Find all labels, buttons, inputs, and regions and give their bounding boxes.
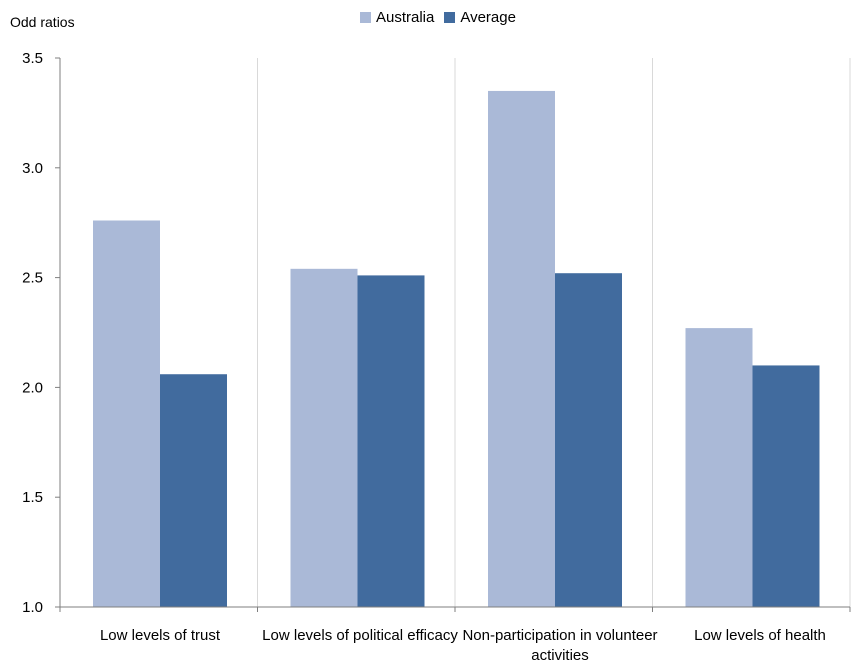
category-label-volunteer-text: Non-participation in volunteer activitie… — [462, 627, 658, 664]
y-tick-label: 1.5 — [22, 489, 43, 506]
category-label-health: Low levels of health — [694, 627, 826, 644]
category-label-volunteer: Non-participation in volunteer activitie… — [460, 626, 660, 666]
legend: Australia Average — [360, 9, 526, 26]
y-axis-title: Odd ratios — [10, 14, 75, 30]
y-tick-label: 3.5 — [22, 50, 43, 67]
bar-average-3 — [752, 365, 820, 607]
y-tick-label: 2.0 — [22, 379, 43, 396]
y-tick-label: 3.0 — [22, 160, 43, 177]
legend-label-average: Average — [460, 9, 516, 26]
bar-australia-3 — [685, 328, 753, 607]
legend-label-australia: Australia — [376, 9, 435, 26]
bar-australia-2 — [488, 90, 555, 607]
legend-item-australia: Australia — [360, 9, 434, 26]
bar-average-0 — [160, 374, 227, 607]
legend-item-average: Average — [444, 9, 516, 26]
category-label-trust: Low levels of trust — [99, 627, 221, 644]
bar-australia-0 — [93, 220, 160, 607]
bar-average-2 — [555, 273, 622, 607]
category-label-political-efficacy-text: Low levels of political efficacy — [262, 627, 458, 644]
y-tick-label: 1.0 — [22, 599, 43, 616]
bar-australia-1 — [290, 268, 358, 607]
y-tick-label: 2.5 — [22, 270, 43, 287]
category-label-political-efficacy: Low levels of political efficacy — [260, 626, 460, 646]
legend-swatch-australia — [360, 12, 371, 23]
bar-average-1 — [357, 275, 425, 607]
legend-swatch-average — [444, 12, 456, 23]
